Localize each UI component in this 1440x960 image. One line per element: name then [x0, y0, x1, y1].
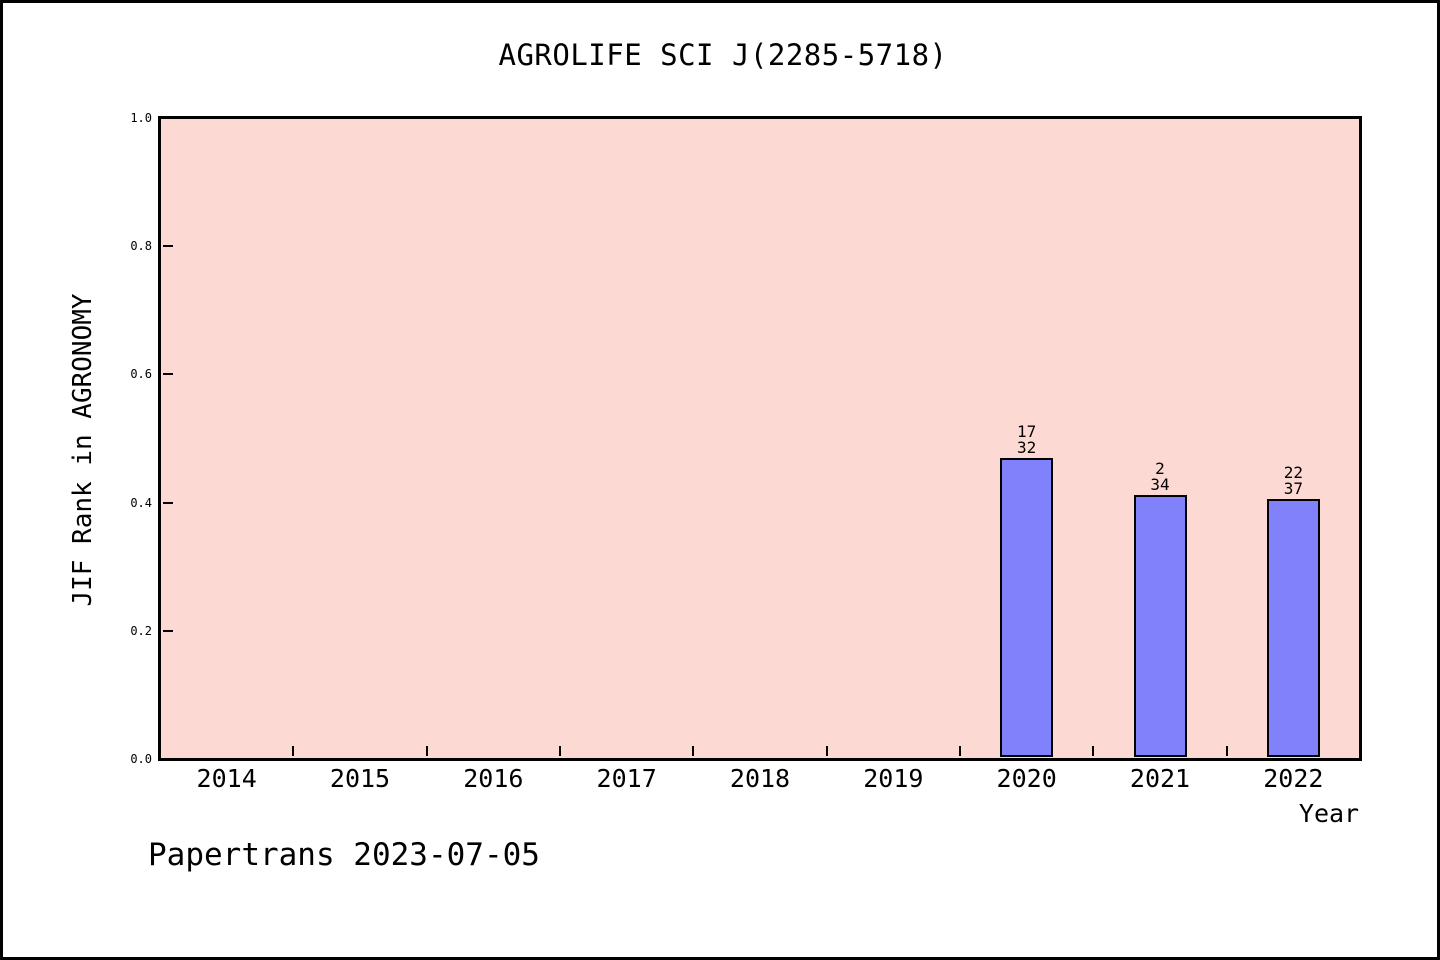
bar-value-line: 32: [1017, 438, 1037, 458]
y-tick-mark: [163, 501, 173, 504]
bar-value-line: 37: [1283, 479, 1303, 499]
y-tick-label: 0.4: [130, 495, 152, 510]
x-tick-mark: [1225, 746, 1228, 756]
x-tick-label-2017: 2017: [596, 764, 657, 793]
watermark-text: Papertrans 2023-07-05: [148, 837, 540, 873]
x-tick-mark: [292, 746, 295, 756]
y-tick-label: 0.8: [130, 239, 152, 254]
y-tick-label: 1.0: [130, 111, 152, 125]
x-tick-mark: [825, 746, 828, 756]
y-axis-label: JIF Rank in AGRONOMY: [68, 293, 98, 607]
bar-2020: [1000, 458, 1054, 757]
y-tick-label: 0.2: [130, 623, 152, 638]
bar-value-label-2022: 22 37: [1284, 465, 1303, 497]
bar-value-line: 22: [1283, 463, 1303, 483]
bar-value-label-2021: 2 34: [1150, 458, 1170, 494]
chart-title: AGROLIFE SCI J(2285-5718): [498, 38, 948, 72]
x-tick-label-2018: 2018: [729, 764, 791, 793]
x-axis-label: Year: [1298, 799, 1360, 828]
x-tick-mark: [692, 746, 695, 756]
bar-2022: [1266, 499, 1320, 757]
x-tick-label-2021: 2021: [1129, 764, 1191, 793]
x-tick-mark: [1092, 746, 1095, 756]
y-tick-label: 0.0: [130, 752, 152, 766]
bar-value-line: 34: [1150, 474, 1170, 494]
x-tick-label-2015: 2015: [329, 764, 391, 793]
x-tick-label-2016: 2016: [463, 764, 524, 793]
y-tick-mark: [163, 629, 173, 632]
y-tick-label: 0.6: [130, 367, 152, 382]
x-tick-label-2020: 2020: [996, 764, 1057, 793]
bar-value-line: 17: [1017, 422, 1037, 442]
y-tick-mark: [163, 373, 173, 376]
bar-value-line: 2: [1155, 458, 1165, 478]
x-tick-mark: [559, 746, 561, 756]
x-tick-label-2014: 2014: [196, 764, 257, 793]
x-tick-mark: [959, 746, 961, 756]
x-tick-mark: [425, 746, 428, 756]
x-tick-label-2022: 2022: [1263, 764, 1324, 793]
y-tick-mark: [163, 245, 173, 248]
bar-2021: [1133, 494, 1187, 757]
x-tick-label-2019: 2019: [863, 764, 924, 793]
bar-value-label-2020: 17 32: [1017, 424, 1036, 456]
